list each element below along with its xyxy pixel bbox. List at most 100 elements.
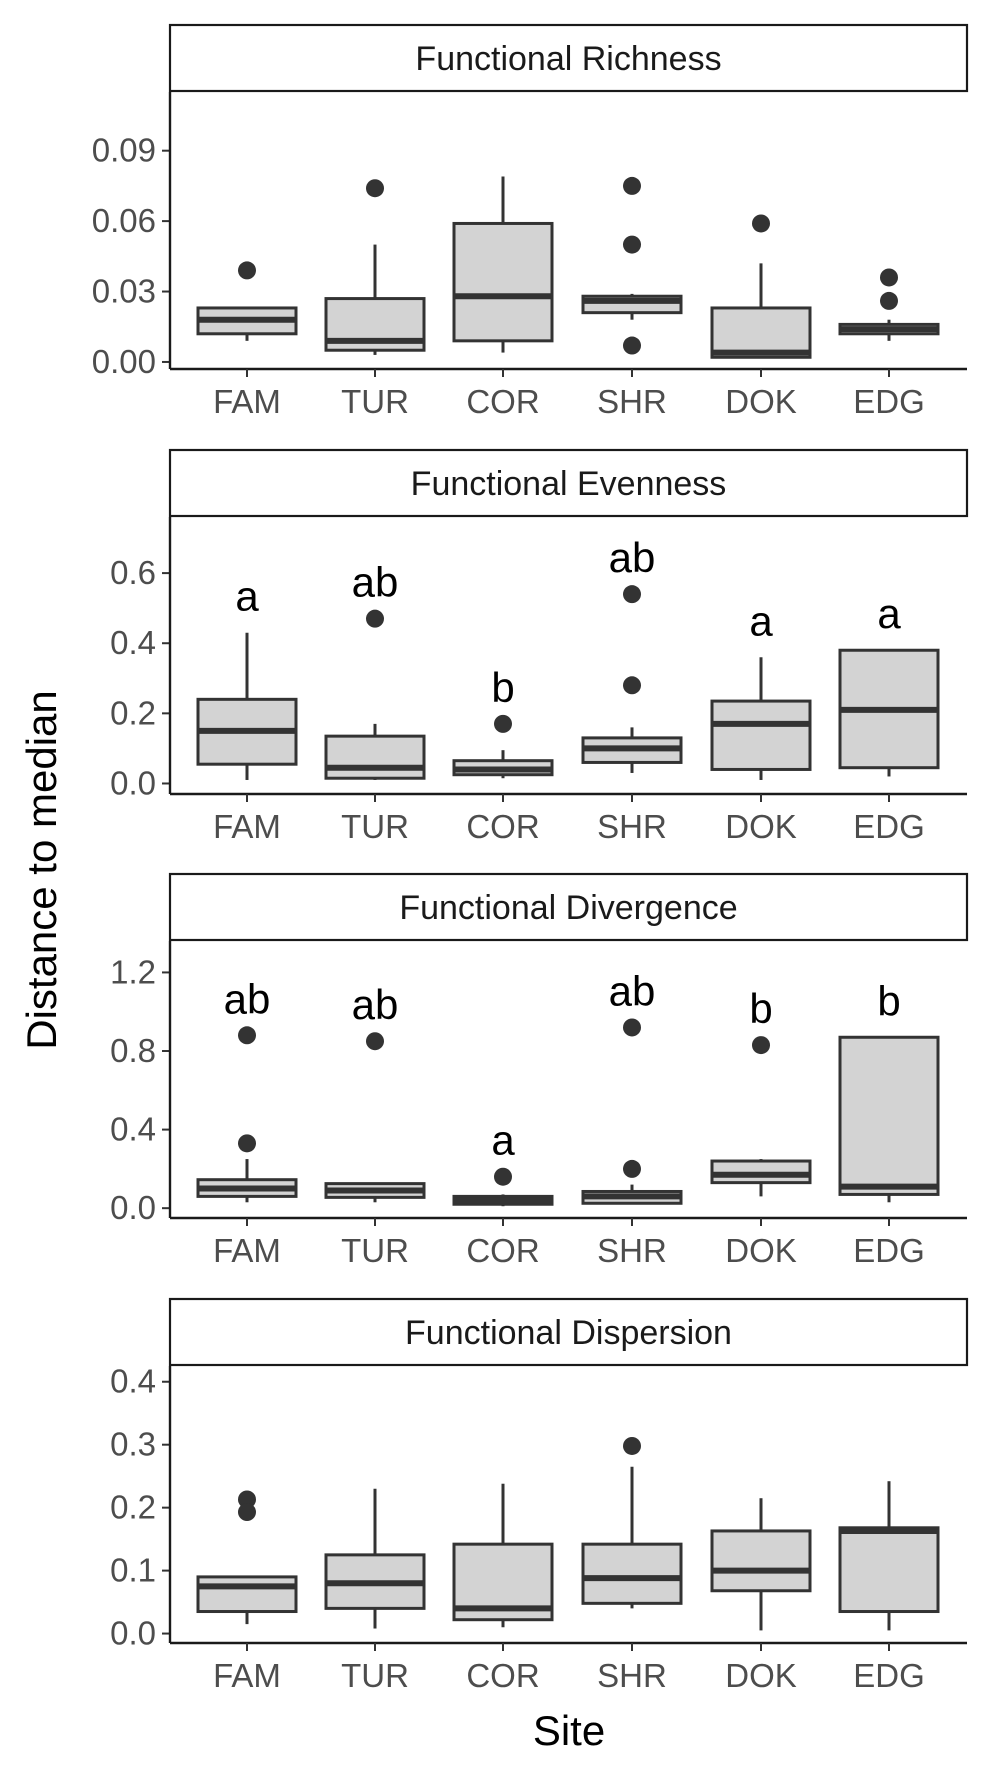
x-tick-label: FAM	[213, 1657, 281, 1694]
outlier-point	[623, 585, 641, 604]
box-body	[838, 1526, 940, 1614]
x-tick-label: EDG	[853, 1657, 925, 1694]
outlier-point	[623, 1018, 641, 1037]
significance-letter: ab	[224, 975, 271, 1022]
y-tick-label: 0.8	[110, 1032, 156, 1069]
outlier-point	[238, 1503, 256, 1522]
box-body	[838, 1035, 940, 1196]
outlier-point	[366, 1032, 384, 1051]
x-tick-label: SHR	[597, 808, 667, 845]
x-tick-label: COR	[466, 383, 539, 420]
y-axis-title: Distance to median	[18, 690, 65, 1050]
panel-title: Functional Dispersion	[405, 1314, 732, 1352]
panel-title: Functional Evenness	[411, 465, 727, 503]
facet-panels: Functional Richness 0.00 0.03 0.06 0.09 FAM TU…	[92, 23, 969, 1694]
x-tick-label: COR	[466, 808, 539, 845]
panel-strip	[168, 23, 969, 93]
outlier-point	[752, 214, 770, 233]
panel-1: Functional Richness 0.00 0.03 0.06 0.09 FAM TU…	[92, 23, 969, 420]
box-fam: a	[196, 573, 298, 780]
box-body	[710, 306, 812, 359]
box-cor	[452, 1483, 554, 1628]
outlier-point	[752, 1036, 770, 1055]
significance-letter: a	[235, 573, 259, 620]
box-dok: b	[710, 985, 812, 1197]
box-tur	[324, 179, 426, 355]
panel-title: Functional Richness	[415, 40, 721, 78]
significance-letter: a	[491, 1117, 515, 1164]
box-edg: b	[838, 977, 940, 1203]
x-tick-label: FAM	[213, 808, 281, 845]
x-tick-label: COR	[466, 1657, 539, 1694]
y-tick-label: 0.1	[110, 1552, 156, 1589]
box-shr: ab	[581, 967, 683, 1205]
panel-strip	[168, 872, 969, 942]
y-tick-label: 0.2	[110, 1489, 156, 1526]
box-dok	[710, 214, 812, 359]
outlier-point	[623, 235, 641, 254]
significance-letter: a	[877, 590, 901, 637]
box-dok	[710, 1498, 812, 1631]
y-tick-label: 0.0	[110, 764, 156, 801]
y-tick-label: 0.3	[110, 1426, 156, 1463]
y-tick-label: 0.4	[110, 1111, 156, 1148]
box-tur	[324, 1488, 426, 1629]
significance-letter: ab	[352, 981, 399, 1028]
y-tick-label: 0.03	[92, 273, 156, 310]
outlier-point	[623, 1436, 641, 1455]
box-fam: ab	[196, 975, 298, 1203]
y-tick-label: 0.00	[92, 343, 156, 380]
outlier-point	[623, 1159, 641, 1178]
panel-title: Functional Divergence	[399, 889, 737, 927]
y-tick-label: 0.4	[110, 1363, 156, 1400]
box-body	[581, 1542, 683, 1605]
y-tick-label: 0.0	[110, 1615, 156, 1652]
box-shr	[581, 176, 683, 355]
x-tick-label: DOK	[725, 383, 797, 420]
x-tick-label: FAM	[213, 383, 281, 420]
x-tick-label: DOK	[725, 1232, 797, 1269]
significance-letter: ab	[609, 534, 656, 581]
x-tick-label: TUR	[341, 1232, 409, 1269]
box-body	[196, 1575, 298, 1614]
box-edg: a	[838, 590, 940, 777]
outlier-point	[623, 676, 641, 695]
outlier-point	[238, 261, 256, 280]
box-tur: ab	[324, 559, 426, 780]
y-tick-label: 1.2	[110, 953, 156, 990]
significance-letter: a	[749, 597, 773, 644]
box-body	[324, 734, 426, 780]
outlier-point	[494, 1167, 512, 1186]
y-tick-label: 0.0	[110, 1189, 156, 1226]
x-axis-title: Site	[533, 1707, 605, 1754]
box-body	[710, 699, 812, 771]
panel-strip	[168, 1297, 969, 1367]
y-tick-label: 0.4	[110, 624, 156, 661]
x-tick-label: SHR	[597, 1232, 667, 1269]
significance-letter: b	[749, 985, 772, 1032]
box-cor	[452, 176, 554, 353]
y-tick-label: 0.06	[92, 202, 156, 239]
outlier-point	[238, 1134, 256, 1153]
box-fam	[196, 1490, 298, 1625]
x-tick-label: FAM	[213, 1232, 281, 1269]
box-cor: b	[452, 664, 554, 779]
x-tick-label: TUR	[341, 1657, 409, 1694]
significance-letter: ab	[609, 967, 656, 1014]
significance-letter: b	[491, 664, 514, 711]
outlier-point	[623, 336, 641, 355]
y-tick-label: 0.09	[92, 132, 156, 169]
box-body	[710, 1529, 812, 1593]
box-shr	[581, 1436, 683, 1609]
outlier-point	[366, 609, 384, 628]
panel-4: Functional Dispersion 0.0 0.1 0.2 0.3 0.4 FAM T…	[110, 1297, 969, 1694]
box-shr: ab	[581, 534, 683, 773]
x-tick-label: DOK	[725, 1657, 797, 1694]
box-dok: a	[710, 597, 812, 780]
x-tick-label: EDG	[853, 1232, 925, 1269]
x-tick-label: COR	[466, 1232, 539, 1269]
outlier-point	[238, 1490, 256, 1509]
box-tur: ab	[324, 981, 426, 1203]
y-tick-label: 0.6	[110, 554, 156, 591]
